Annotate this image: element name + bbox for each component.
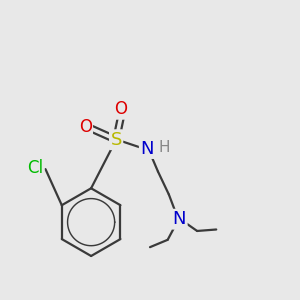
Text: Cl: Cl (27, 159, 43, 177)
Text: S: S (110, 131, 122, 149)
Text: H: H (158, 140, 170, 155)
Text: O: O (114, 100, 127, 118)
Text: N: N (173, 210, 186, 228)
Text: O: O (79, 118, 92, 136)
Text: N: N (140, 140, 154, 158)
